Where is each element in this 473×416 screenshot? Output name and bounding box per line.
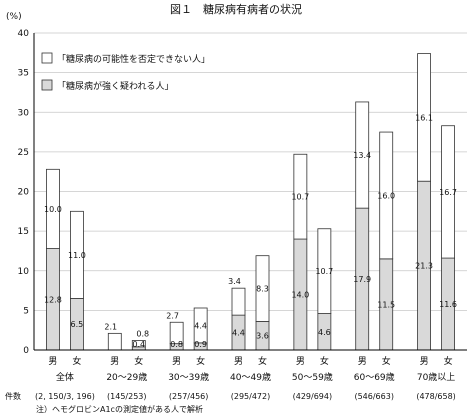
bar-upper-male	[169, 321, 184, 345]
chart-title: 図１ 糖尿病有病者の状況	[170, 2, 302, 16]
value-label: 0.8	[136, 329, 149, 338]
sex-label-female: 女	[196, 355, 205, 367]
sex-label-female: 女	[382, 355, 391, 367]
bar-upper-female	[317, 228, 332, 314]
value-label: 3.6	[256, 332, 269, 341]
value-label: 16.1	[415, 113, 433, 122]
category-label: 40～49歳	[230, 371, 271, 383]
value-label: 17.9	[353, 275, 371, 284]
y-axis-unit: (%)	[6, 12, 22, 22]
bar-upper-male	[355, 101, 370, 209]
bar-upper-female	[131, 340, 146, 348]
x-axis-labels: 男 女全体 (2, 150/3, 196) 男 女 20～29歳 (145/253) 男 女 30…	[35, 355, 456, 401]
value-label: 3.4	[228, 277, 241, 286]
bar-upper-male	[231, 287, 246, 316]
value-label: 4.4	[232, 329, 245, 338]
bar-upper-male	[46, 168, 60, 249]
sex-label-female: 女	[72, 355, 81, 367]
sex-label-male: 男	[234, 356, 243, 367]
category-label: 60～69歳	[354, 371, 395, 383]
footnote: 注）ヘモグロビンA1cの測定値がある人で解析	[36, 404, 203, 414]
value-label: 11.6	[439, 300, 457, 309]
count-label: (145/253)	[107, 392, 146, 401]
grid-layer	[34, 32, 467, 311]
legend-swatch	[41, 52, 53, 64]
value-label: 0.9	[194, 340, 207, 349]
legend-swatch	[41, 79, 53, 91]
bar-upper-female	[255, 255, 270, 322]
bar-upper-female	[70, 210, 84, 299]
value-label: 0.4	[132, 340, 145, 349]
sex-label-female: 女	[320, 355, 329, 367]
value-label: 21.3	[415, 262, 433, 271]
legend-label: 「糖尿病が強く疑われる人」	[57, 80, 174, 92]
value-label: 11.5	[377, 300, 395, 309]
value-label: 4.4	[194, 321, 207, 330]
count-label: (257/456)	[169, 392, 208, 401]
y-tick-label: 20	[18, 188, 30, 198]
value-label: 6.5	[71, 320, 84, 329]
sex-label-female: 女	[134, 355, 143, 367]
category-label: 全体	[56, 371, 74, 383]
value-label: 16.7	[439, 188, 457, 197]
sex-label-female: 女	[258, 355, 267, 367]
sex-label-male: 男	[296, 356, 305, 367]
sex-label-male: 男	[110, 356, 119, 367]
y-tick-label: 10	[18, 267, 30, 277]
y-tick-label: 30	[18, 108, 30, 118]
value-label: 11.0	[68, 251, 86, 260]
value-label: 0.8	[170, 340, 183, 349]
value-label-layer: 12.8 10.0 6.5 11.0 2.1 0.4 0.8 0.8 2.7 0.9 4.4 4.4 3…	[44, 113, 457, 349]
count-label: (546/663)	[354, 392, 393, 401]
bar-upper-female	[379, 131, 394, 260]
counts-row-label: 件数	[5, 391, 21, 401]
sex-label-male: 男	[420, 356, 429, 367]
category-label: 20～29歳	[106, 371, 147, 383]
bar-upper-female	[441, 125, 455, 259]
count-label: (295/472)	[231, 392, 270, 401]
value-label: 4.6	[318, 328, 331, 337]
value-label: 2.1	[104, 322, 117, 331]
y-tick-label: 15	[18, 227, 29, 237]
bar-upper-male	[417, 53, 431, 182]
bar-upper-male	[293, 153, 308, 240]
axis-layer: 0 5 10 15 20 25 30 35 40	[18, 29, 467, 356]
count-label: (478/658)	[416, 392, 455, 401]
value-label: 2.7	[166, 311, 179, 320]
value-label: 13.4	[353, 151, 371, 160]
y-tick-label: 0	[23, 346, 29, 356]
sex-label-male: 男	[358, 356, 367, 367]
y-tick-label: 5	[23, 306, 29, 316]
y-tick-label: 25	[18, 148, 29, 158]
count-label: (429/694)	[293, 392, 332, 401]
sex-label-male: 男	[48, 356, 57, 367]
sex-label-female: 女	[444, 355, 453, 367]
value-label: 16.0	[377, 191, 395, 200]
value-label: 10.7	[315, 267, 333, 276]
value-label: 12.8	[44, 295, 62, 304]
value-label: 14.0	[291, 291, 309, 300]
y-tick-label: 35	[18, 69, 29, 79]
category-label: 30～39歳	[168, 371, 209, 383]
count-label: (2, 150/3, 196)	[35, 392, 95, 401]
legend: 「糖尿病の可能性を否定できない人」「糖尿病が強く疑われる人」	[41, 52, 210, 92]
sex-label-male: 男	[172, 356, 181, 367]
value-label: 10.7	[291, 193, 309, 202]
value-label: 8.3	[256, 285, 269, 294]
legend-label: 「糖尿病の可能性を否定できない人」	[57, 53, 210, 65]
category-label: 70歳以上	[417, 371, 455, 383]
category-label: 50～59歳	[292, 371, 333, 383]
value-label: 10.0	[44, 205, 62, 214]
bar-upper-male	[107, 332, 122, 351]
y-tick-label: 40	[18, 29, 30, 39]
bar-upper-female	[193, 307, 208, 344]
